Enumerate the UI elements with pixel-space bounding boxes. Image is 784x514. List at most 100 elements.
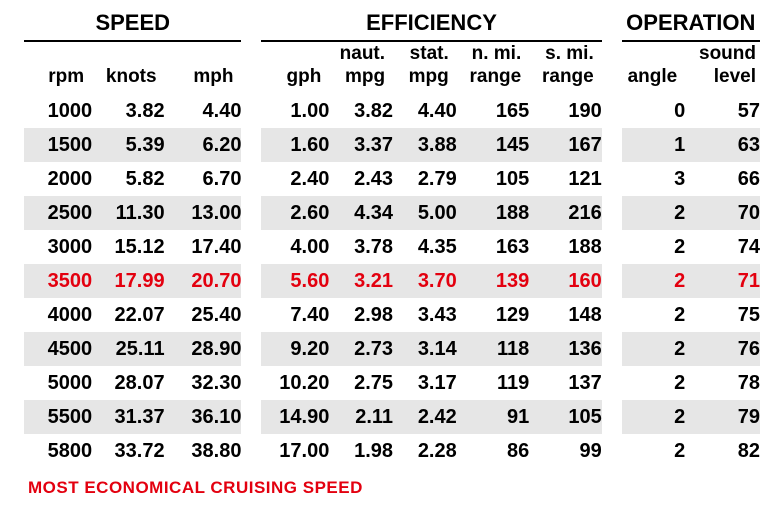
col-gap bbox=[241, 298, 261, 332]
col-gap bbox=[602, 196, 622, 230]
cell-knots: 33.72 bbox=[92, 434, 164, 468]
cell-angle: 3 bbox=[622, 162, 686, 196]
cell-rpm: 3500 bbox=[24, 264, 92, 298]
cell-smr: 136 bbox=[529, 332, 602, 366]
cell-sound: 63 bbox=[685, 128, 760, 162]
col-gap bbox=[602, 162, 622, 196]
hdr-smpg-1: stat. bbox=[393, 41, 457, 65]
cell-knots: 22.07 bbox=[92, 298, 164, 332]
cell-rpm: 4000 bbox=[24, 298, 92, 332]
cell-smpg: 3.70 bbox=[393, 264, 457, 298]
cell-mph: 28.90 bbox=[165, 332, 242, 366]
cell-sound: 70 bbox=[685, 196, 760, 230]
col-gap bbox=[602, 128, 622, 162]
cell-rpm: 2000 bbox=[24, 162, 92, 196]
cell-rpm: 1500 bbox=[24, 128, 92, 162]
cell-nmr: 105 bbox=[457, 162, 529, 196]
col-gap bbox=[602, 264, 622, 298]
cell-nmpg: 3.82 bbox=[329, 94, 393, 128]
group-efficiency: EFFICIENCY bbox=[261, 8, 601, 41]
group-operation: OPERATION bbox=[622, 8, 761, 41]
cell-rpm: 5800 bbox=[24, 434, 92, 468]
hdr-sound-1: sound bbox=[685, 41, 760, 65]
hdr-nmpg: mpg bbox=[329, 65, 393, 94]
table-row: 550031.3736.1014.902.112.4291105279 bbox=[24, 400, 760, 434]
table-row: 300015.1217.404.003.784.35163188274 bbox=[24, 230, 760, 264]
col-gap bbox=[241, 128, 261, 162]
cell-smpg: 3.88 bbox=[393, 128, 457, 162]
cell-knots: 5.39 bbox=[92, 128, 164, 162]
cell-mph: 13.00 bbox=[165, 196, 242, 230]
cell-smpg: 3.43 bbox=[393, 298, 457, 332]
cell-mph: 6.20 bbox=[165, 128, 242, 162]
hdr-gph-1 bbox=[261, 41, 329, 65]
cell-smr: 99 bbox=[529, 434, 602, 468]
footnote-econ-cruise: MOST ECONOMICAL CRUISING SPEED bbox=[24, 468, 760, 498]
table-row: 450025.1128.909.202.733.14118136276 bbox=[24, 332, 760, 366]
cell-gph: 1.60 bbox=[261, 128, 329, 162]
cell-angle: 0 bbox=[622, 94, 686, 128]
cell-gph: 4.00 bbox=[261, 230, 329, 264]
cell-nmr: 139 bbox=[457, 264, 529, 298]
cell-sound: 82 bbox=[685, 434, 760, 468]
hdr-gph: gph bbox=[261, 65, 329, 94]
cell-rpm: 1000 bbox=[24, 94, 92, 128]
cell-nmpg: 2.11 bbox=[329, 400, 393, 434]
cell-smpg: 2.79 bbox=[393, 162, 457, 196]
cell-smpg: 2.42 bbox=[393, 400, 457, 434]
cell-angle: 2 bbox=[622, 400, 686, 434]
cell-smpg: 3.14 bbox=[393, 332, 457, 366]
group-speed: SPEED bbox=[24, 8, 241, 41]
cell-nmpg: 3.37 bbox=[329, 128, 393, 162]
cell-angle: 2 bbox=[622, 230, 686, 264]
cell-smpg: 4.35 bbox=[393, 230, 457, 264]
cell-sound: 78 bbox=[685, 366, 760, 400]
table-row: 250011.3013.002.604.345.00188216270 bbox=[24, 196, 760, 230]
hdr-nmr: range bbox=[457, 65, 529, 94]
cell-nmr: 91 bbox=[457, 400, 529, 434]
hdr-angle-1 bbox=[622, 41, 686, 65]
cell-sound: 76 bbox=[685, 332, 760, 366]
col-header-line2: rpm knots mph gph mpg mpg range range an… bbox=[24, 65, 760, 94]
cell-mph: 17.40 bbox=[165, 230, 242, 264]
cell-nmpg: 2.73 bbox=[329, 332, 393, 366]
hdr-smpg: mpg bbox=[393, 65, 457, 94]
cell-rpm: 5000 bbox=[24, 366, 92, 400]
cell-knots: 28.07 bbox=[92, 366, 164, 400]
cell-nmpg: 4.34 bbox=[329, 196, 393, 230]
cell-nmr: 163 bbox=[457, 230, 529, 264]
cell-smr: 160 bbox=[529, 264, 602, 298]
col-gap bbox=[241, 196, 261, 230]
cell-nmr: 145 bbox=[457, 128, 529, 162]
col-gap bbox=[602, 230, 622, 264]
cell-nmpg: 2.43 bbox=[329, 162, 393, 196]
cell-angle: 2 bbox=[622, 196, 686, 230]
col-gap bbox=[241, 332, 261, 366]
hdr-angle: angle bbox=[622, 65, 686, 94]
cell-smpg: 5.00 bbox=[393, 196, 457, 230]
cell-nmr: 129 bbox=[457, 298, 529, 332]
table-row: 580033.7238.8017.001.982.288699282 bbox=[24, 434, 760, 468]
cell-mph: 4.40 bbox=[165, 94, 242, 128]
cell-nmpg: 1.98 bbox=[329, 434, 393, 468]
cell-nmr: 118 bbox=[457, 332, 529, 366]
col-gap bbox=[602, 400, 622, 434]
cell-nmr: 119 bbox=[457, 366, 529, 400]
cell-knots: 31.37 bbox=[92, 400, 164, 434]
cell-rpm: 2500 bbox=[24, 196, 92, 230]
col-gap bbox=[602, 332, 622, 366]
cell-sound: 79 bbox=[685, 400, 760, 434]
cell-smr: 148 bbox=[529, 298, 602, 332]
cell-smpg: 2.28 bbox=[393, 434, 457, 468]
cell-smpg: 4.40 bbox=[393, 94, 457, 128]
cell-smr: 167 bbox=[529, 128, 602, 162]
cell-gph: 1.00 bbox=[261, 94, 329, 128]
cell-sound: 57 bbox=[685, 94, 760, 128]
hdr-smr-1: s. mi. bbox=[529, 41, 602, 65]
cell-knots: 15.12 bbox=[92, 230, 164, 264]
hdr-rpm: rpm bbox=[24, 65, 92, 94]
cell-sound: 71 bbox=[685, 264, 760, 298]
cell-smr: 188 bbox=[529, 230, 602, 264]
cell-mph: 6.70 bbox=[165, 162, 242, 196]
cell-angle: 2 bbox=[622, 434, 686, 468]
